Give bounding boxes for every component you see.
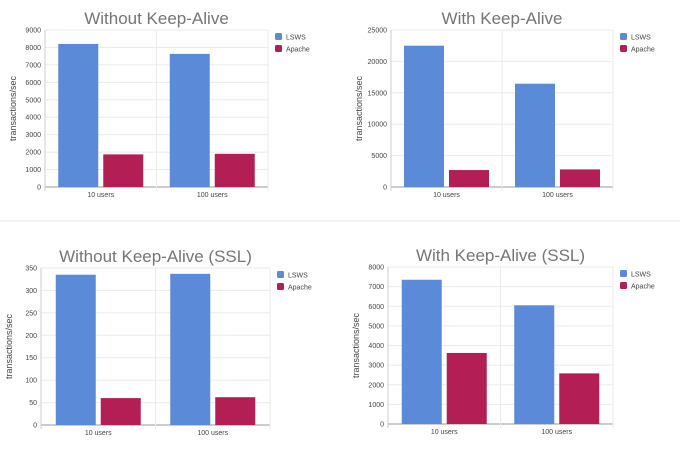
y-tick-label: 0 [383, 185, 387, 192]
legend-swatch-lsws [277, 271, 284, 278]
y-tick-label: 8000 [368, 265, 384, 272]
bar-apache-2 [214, 153, 255, 187]
legend-swatch-apache [620, 45, 627, 52]
legend-label-apache: Apache [288, 285, 312, 292]
bar-lsws-2 [169, 53, 210, 187]
y-axis-label: transactions/sec [354, 75, 364, 141]
y-tick-label: 25000 [368, 28, 388, 35]
y-tick-label: 100 [25, 378, 37, 385]
bar-apache-1 [449, 170, 489, 187]
y-tick-label: 1000 [25, 167, 41, 174]
chart-title: With Keep-Alive (SSL) [416, 246, 585, 265]
y-axis-label: transactions/sec [351, 312, 361, 378]
y-tick-label: 6000 [368, 304, 384, 311]
y-tick-label: 2000 [368, 382, 384, 389]
legend-label-apache: Apache [286, 47, 310, 54]
x-tick-label: 10 users [431, 429, 458, 436]
legend-swatch-apache [275, 45, 282, 52]
y-axis-label: transactions/sec [4, 313, 14, 379]
legend-swatch-lsws [620, 270, 627, 277]
bar-lsws-1 [55, 274, 96, 425]
bar-apache-2 [215, 397, 256, 425]
legend-label-lsws: LSWS [631, 35, 651, 42]
legend-label-lsws: LSWS [631, 272, 651, 279]
bar-lsws-1 [404, 45, 444, 188]
y-tick-label: 0 [37, 185, 41, 192]
y-tick-label: 7000 [368, 284, 384, 291]
bar-apache-2 [559, 373, 600, 424]
x-tick-label: 10 users [433, 192, 460, 199]
bar-lsws-2 [515, 83, 555, 187]
x-tick-label: 10 users [87, 192, 114, 199]
chart-title: With Keep-Alive [442, 9, 563, 28]
x-tick-label: 100 users [197, 192, 228, 199]
legend-label-lsws: LSWS [288, 273, 308, 280]
y-tick-label: 10000 [368, 122, 388, 129]
y-tick-label: 2000 [25, 150, 41, 157]
y-tick-label: 350 [25, 266, 37, 273]
y-tick-label: 8000 [25, 45, 41, 52]
y-tick-label: 4000 [25, 115, 41, 122]
y-tick-label: 1000 [368, 402, 384, 409]
x-tick-label: 100 users [542, 192, 573, 199]
legend-swatch-apache [620, 282, 627, 289]
y-tick-label: 0 [380, 422, 384, 429]
y-tick-label: 4000 [368, 343, 384, 350]
chart-1: Without Keep-Alive 0 1000 2000 3000 4000 5000 6… [8, 9, 310, 199]
y-tick-label: 5000 [368, 323, 384, 330]
y-tick-label: 5000 [25, 97, 41, 104]
y-tick-label: 200 [25, 333, 37, 340]
x-tick-label: 100 users [197, 430, 228, 437]
y-tick-label: 150 [25, 355, 37, 362]
x-tick-label: 100 users [541, 429, 572, 436]
legend-label-apache: Apache [631, 47, 655, 54]
y-tick-label: 300 [25, 288, 37, 295]
legend-label-lsws: LSWS [286, 35, 306, 42]
chart-3: Without Keep-Alive (SSL) 0 50 100 150 200 250 3… [4, 247, 312, 437]
y-tick-label: 250 [25, 310, 37, 317]
bar-lsws-2 [514, 305, 555, 424]
y-tick-label: 7000 [25, 62, 41, 69]
bar-apache-1 [446, 352, 487, 424]
chart-title: Without Keep-Alive [84, 9, 229, 28]
y-tick-label: 50 [29, 400, 37, 407]
y-tick-label: 9000 [25, 28, 41, 35]
y-tick-label: 6000 [25, 80, 41, 87]
bar-lsws-1 [58, 43, 99, 188]
y-axis-label: transactions/sec [8, 75, 18, 141]
chart-4: With Keep-Alive (SSL) 0 1000 2000 3000 4000 50… [351, 246, 655, 436]
bar-apache-2 [560, 169, 600, 187]
y-tick-label: 0 [33, 423, 37, 430]
bar-lsws-2 [170, 273, 211, 425]
y-tick-label: 3000 [25, 132, 41, 139]
bar-apache-1 [100, 398, 141, 425]
bar-lsws-1 [401, 279, 442, 424]
x-tick-label: 10 users [85, 430, 112, 437]
legend-swatch-lsws [275, 33, 282, 40]
legend-swatch-apache [277, 283, 284, 290]
bar-apache-1 [103, 154, 144, 187]
y-tick-label: 15000 [368, 90, 388, 97]
y-tick-label: 20000 [368, 59, 388, 66]
legend-label-apache: Apache [631, 284, 655, 291]
chart-2: With Keep-Alive 0 5000 10000 15000 20000 25000… [354, 9, 655, 199]
y-tick-label: 3000 [368, 363, 384, 370]
y-tick-label: 5000 [371, 153, 387, 160]
chart-title: Without Keep-Alive (SSL) [59, 247, 252, 266]
legend-swatch-lsws [620, 33, 627, 40]
